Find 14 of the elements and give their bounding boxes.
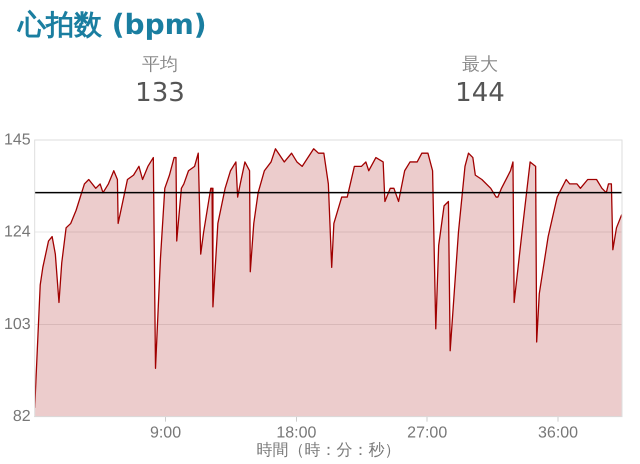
text: 最大 [462,53,498,76]
x-tick-label: 18:00 [276,424,316,442]
x-tick-label: 9:00 [150,424,182,442]
y-tick-label: 145 [4,131,31,148]
x-tick-label: 36:00 [538,424,578,442]
y-tick-label: 124 [4,224,31,241]
text: 平均 [142,53,178,76]
text: 133 [135,78,185,108]
text: 144 [455,78,505,108]
chart-title: 心拍数 (bpm) [18,7,207,43]
x-axis-title: 時間（時：分：秒） [256,440,400,459]
y-tick-label: 82 [12,408,31,426]
x-tick-label: 27:00 [407,424,448,442]
y-tick-label: 103 [4,316,31,333]
